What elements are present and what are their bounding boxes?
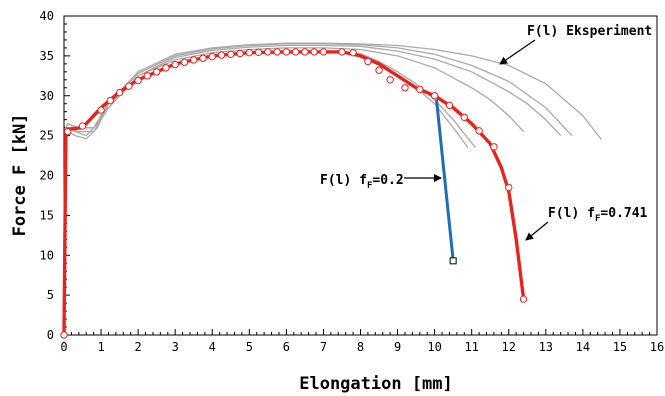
x-tick-label: 4 [209, 340, 216, 354]
ff0741-point [338, 48, 346, 56]
ff0741-point [171, 60, 179, 69]
ff0741-point [460, 113, 468, 121]
ff0741-point [143, 72, 152, 80]
x-tick-label: 7 [320, 340, 327, 354]
x-tick-label: 0 [60, 340, 67, 354]
x-tick-label: 13 [539, 340, 553, 354]
ff0741-point [430, 92, 439, 100]
ff0741-point [401, 84, 409, 92]
x-tick-label: 3 [172, 340, 179, 354]
x-tick-label: 2 [135, 340, 142, 354]
x-axis-title: Elongation [mm] [299, 374, 453, 394]
ff0741-point [349, 48, 357, 57]
x-tick-label: 16 [650, 340, 664, 354]
ff0741-point [364, 57, 372, 66]
x-tick-label: 10 [427, 340, 441, 354]
arrow-ff0741 [525, 221, 549, 241]
y-tick-label: 35 [40, 49, 54, 63]
ff0741-point [310, 48, 318, 56]
model-curves [62, 50, 526, 336]
y-tick-label: 0 [47, 328, 54, 342]
experiment-curve [63, 47, 525, 336]
ff0741-point [152, 68, 161, 76]
ff0741-point [273, 48, 281, 56]
ff0741-point [125, 82, 133, 90]
ff0741-point [519, 295, 528, 303]
ff0741-point [445, 101, 454, 110]
x-tick-label: 11 [464, 340, 478, 354]
ff0741-point [106, 96, 115, 105]
y-axis-title: Force F [kN] [10, 114, 30, 237]
annotation-ff0741: F(l) fF=0.741 [548, 206, 648, 224]
ff0741-point [245, 48, 254, 57]
ff02-end-point [449, 257, 457, 265]
ff0741-point [301, 48, 309, 56]
y-tick-label: 20 [40, 169, 54, 183]
ff0741-point [254, 48, 263, 56]
ff0741-point [264, 48, 272, 56]
annotations: F(l) Eksperiment F(l) fF=0.2 F(l) fF=0.7… [320, 24, 652, 241]
x-tick-label: 1 [97, 340, 104, 354]
y-tick-label: 25 [40, 129, 54, 143]
experiment-curves [63, 42, 602, 336]
ff0741-point [475, 127, 483, 135]
experiment-curve [63, 50, 476, 336]
ff0741-point [291, 48, 300, 56]
x-tick-label: 5 [246, 340, 253, 354]
y-tick-label: 30 [40, 89, 54, 103]
arrow-experiment [499, 39, 536, 65]
ff0741-point [217, 51, 226, 59]
ff0741-point [416, 85, 424, 94]
ff0741-point [375, 66, 383, 74]
y-tick-label: 40 [40, 9, 54, 23]
x-tick-label: 9 [394, 340, 401, 354]
ff0741-point [319, 48, 328, 56]
x-tick-label: 14 [576, 340, 590, 354]
ff0741-point [236, 49, 244, 58]
annotation-experiment: F(l) Eksperiment [527, 24, 652, 39]
ff0741-markers [60, 48, 528, 339]
ff0741-point [97, 106, 105, 114]
ff0741-point [162, 64, 170, 72]
x-tick-label: 15 [613, 340, 627, 354]
ff0741-point [386, 76, 394, 84]
experiment-curve [63, 44, 562, 336]
ff0741-point [134, 76, 142, 85]
series-ff02 [435, 99, 455, 261]
experiment-curve [63, 43, 573, 336]
ff0741-point [490, 143, 498, 151]
ff0741-point [505, 183, 513, 192]
ff0741-point [282, 48, 291, 56]
x-tick-label: 6 [283, 340, 290, 354]
y-tick-label: 10 [40, 248, 54, 262]
x-tick-label: 12 [502, 340, 516, 354]
experiment-curve [63, 42, 602, 336]
annotation-ff02: F(l) fF=0.2 [320, 173, 404, 191]
ff0741-point [115, 88, 124, 97]
ff0741-point [78, 122, 87, 130]
ff0741-point [64, 127, 72, 136]
x-tick-label: 8 [357, 340, 364, 354]
ff0741-point [190, 56, 198, 64]
y-tick-label: 5 [47, 288, 54, 302]
ff0741-point [60, 331, 68, 339]
ff0741-point [199, 54, 207, 62]
y-tick-label: 15 [40, 208, 54, 222]
ff0741-point [208, 52, 216, 61]
ff0741-point [180, 58, 189, 66]
ff0741-point [227, 50, 235, 58]
experiment-curve [63, 51, 469, 336]
series-ff0741 [62, 50, 526, 336]
